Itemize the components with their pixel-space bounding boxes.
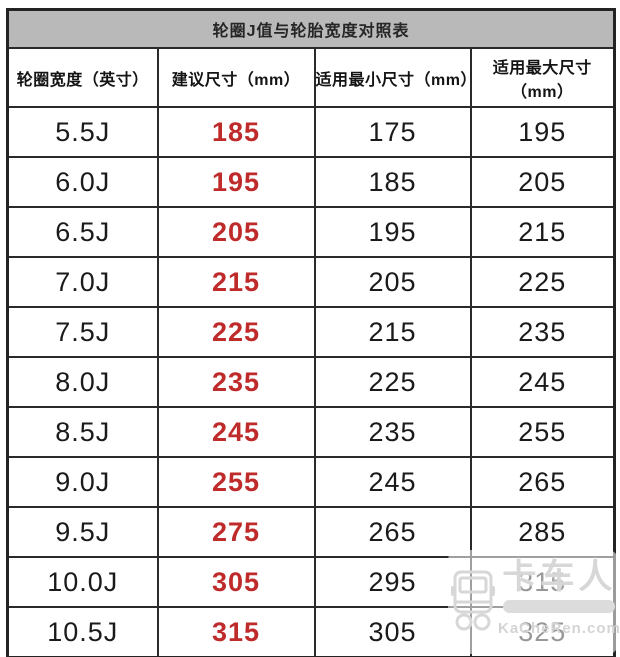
cell-suggested-size: 245 — [156, 406, 316, 458]
cell-rim-width: 8.0J — [6, 356, 159, 408]
cell-min-size: 235 — [313, 406, 472, 458]
table-row: 7.5J 225 215 235 — [6, 306, 616, 358]
cell-min-size: 195 — [313, 206, 472, 258]
cell-rim-width: 7.5J — [6, 306, 159, 358]
cell-max-size: 235 — [469, 306, 616, 358]
cell-min-size: 175 — [313, 106, 472, 158]
cell-rim-width: 8.5J — [6, 406, 159, 458]
cell-rim-width: 7.0J — [6, 256, 159, 308]
table-row: 7.0J 215 205 225 — [6, 256, 616, 308]
table-body: 5.5J 185 175 195 6.0J 195 185 205 6.5J 205 195 215 7… — [6, 106, 616, 657]
cell-max-size: 195 — [469, 106, 616, 158]
cell-suggested-size: 235 — [156, 356, 316, 408]
column-header-suggested-size: 建议尺寸（mm） — [156, 47, 316, 108]
cell-max-size: 215 — [469, 206, 616, 258]
cell-min-size: 225 — [313, 356, 472, 408]
table-header-row: 轮圈宽度（英寸） 建议尺寸（mm） 适用最小尺寸（mm） 适用最大尺寸（mm） — [6, 47, 616, 108]
table-row: 6.0J 195 185 205 — [6, 156, 616, 208]
cell-rim-width: 5.5J — [6, 106, 159, 158]
cell-max-size: 225 — [469, 256, 616, 308]
cell-min-size: 185 — [313, 156, 472, 208]
table-row: 9.5J 275 265 285 — [6, 506, 616, 558]
table-row: 10.5J 315 305 325 — [6, 606, 616, 657]
table-title: 轮圈J值与轮胎宽度对照表 — [6, 8, 616, 49]
rim-tire-width-table: 轮圈J值与轮胎宽度对照表 轮圈宽度（英寸） 建议尺寸（mm） 适用最小尺寸（mm… — [6, 8, 617, 657]
cell-max-size: 325 — [469, 606, 616, 657]
table-row: 8.5J 245 235 255 — [6, 406, 616, 458]
cell-max-size: 285 — [469, 506, 616, 558]
table-row: 5.5J 185 175 195 — [6, 106, 616, 158]
cell-min-size: 305 — [313, 606, 472, 657]
cell-suggested-size: 225 — [156, 306, 316, 358]
cell-max-size: 255 — [469, 406, 616, 458]
table-row: 10.0J 305 295 315 — [6, 556, 616, 608]
column-header-max-size: 适用最大尺寸（mm） — [469, 47, 616, 108]
cell-min-size: 245 — [313, 456, 472, 508]
table-row: 6.5J 205 195 215 — [6, 206, 616, 258]
column-header-rim-width: 轮圈宽度（英寸） — [6, 47, 159, 108]
cell-rim-width: 10.0J — [6, 556, 159, 608]
cell-rim-width: 6.5J — [6, 206, 159, 258]
cell-rim-width: 6.0J — [6, 156, 159, 208]
table-row: 9.0J 255 245 265 — [6, 456, 616, 508]
cell-min-size: 265 — [313, 506, 472, 558]
cell-suggested-size: 205 — [156, 206, 316, 258]
cell-suggested-size: 315 — [156, 606, 316, 657]
cell-min-size: 215 — [313, 306, 472, 358]
cell-max-size: 245 — [469, 356, 616, 408]
cell-suggested-size: 305 — [156, 556, 316, 608]
table-row: 8.0J 235 225 245 — [6, 356, 616, 408]
column-header-min-size: 适用最小尺寸（mm） — [313, 47, 476, 108]
cell-suggested-size: 275 — [156, 506, 316, 558]
cell-rim-width: 9.5J — [6, 506, 159, 558]
cell-min-size: 205 — [313, 256, 472, 308]
cell-max-size: 205 — [469, 156, 616, 208]
cell-max-size: 315 — [469, 556, 616, 608]
cell-rim-width: 10.5J — [6, 606, 159, 657]
cell-suggested-size: 215 — [156, 256, 316, 308]
cell-suggested-size: 195 — [156, 156, 316, 208]
table-title-row: 轮圈J值与轮胎宽度对照表 — [6, 8, 616, 49]
cell-suggested-size: 185 — [156, 106, 316, 158]
cell-min-size: 295 — [313, 556, 472, 608]
cell-rim-width: 9.0J — [6, 456, 159, 508]
cell-suggested-size: 255 — [156, 456, 316, 508]
cell-max-size: 265 — [469, 456, 616, 508]
